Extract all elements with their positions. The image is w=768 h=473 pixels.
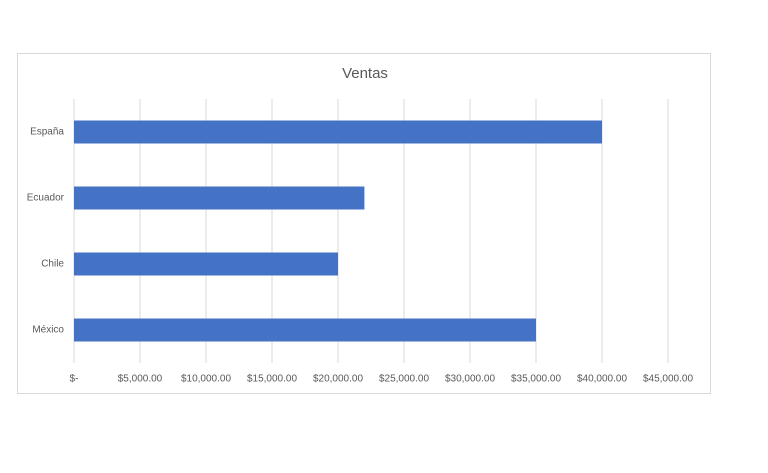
x-tick-label: $35,000.00 bbox=[511, 374, 561, 385]
y-tick-label: Chile bbox=[41, 259, 64, 270]
y-tick-label: Ecuador bbox=[27, 193, 65, 204]
x-tick-label: $20,000.00 bbox=[313, 374, 363, 385]
bar bbox=[74, 120, 602, 144]
chart-area bbox=[17, 53, 711, 394]
chart-title: Ventas bbox=[342, 65, 388, 82]
x-tick-label: $15,000.00 bbox=[247, 374, 297, 385]
bar bbox=[74, 318, 536, 342]
bar bbox=[74, 252, 338, 276]
x-tick-label: $30,000.00 bbox=[445, 374, 495, 385]
x-tick-label: $- bbox=[70, 374, 79, 385]
x-tick-label: $25,000.00 bbox=[379, 374, 429, 385]
x-tick-label: $5,000.00 bbox=[118, 374, 163, 385]
x-tick-label: $45,000.00 bbox=[643, 374, 693, 385]
bar bbox=[74, 186, 365, 210]
y-tick-label: España bbox=[30, 127, 64, 138]
x-tick-label: $40,000.00 bbox=[577, 374, 627, 385]
y-tick-label: México bbox=[32, 325, 64, 336]
x-tick-label: $10,000.00 bbox=[181, 374, 231, 385]
